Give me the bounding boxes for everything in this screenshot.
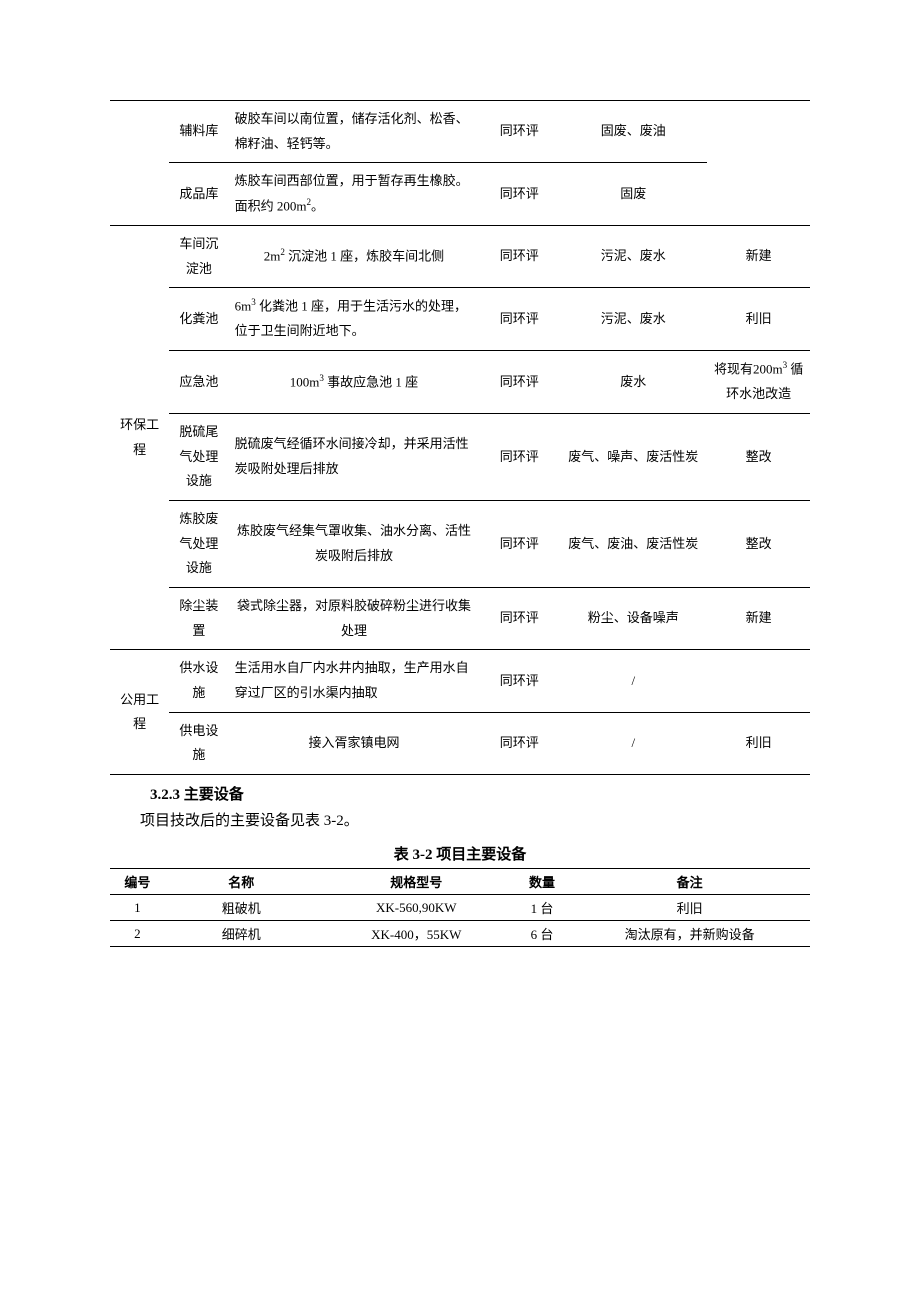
spec-cell: XK-560,90KW [318, 895, 515, 921]
table-row: 脱硫尾气处理设施脱硫废气经循环水间接冷却，并采用活性炭吸附处理后排放同环评废气、… [110, 413, 810, 500]
impact-cell: / [559, 650, 707, 712]
impact-cell: / [559, 712, 707, 774]
subcategory-cell: 除尘装置 [169, 587, 228, 649]
subcategory-cell: 供电设施 [169, 712, 228, 774]
impact-cell: 废水 [559, 351, 707, 414]
subcategory-cell: 成品库 [169, 163, 228, 226]
subcategory-cell: 供水设施 [169, 650, 228, 712]
note-cell [707, 650, 810, 712]
col-header-no: 编号 [110, 869, 165, 895]
eia-cell: 同环评 [479, 226, 559, 288]
spec-cell: XK-400，55KW [318, 921, 515, 947]
table-row: 公用工程供水设施生活用水自厂内水井内抽取，生产用水自穿过厂区的引水渠内抽取同环评… [110, 650, 810, 712]
note-cell: 新建 [707, 226, 810, 288]
description-cell: 2m2 沉淀池 1 座，炼胶车间北侧 [229, 226, 480, 288]
description-cell: 接入胥家镇电网 [229, 712, 480, 774]
table-row: 除尘装置袋式除尘器，对原料胶破碎粉尘进行收集处理同环评粉尘、设备噪声新建 [110, 587, 810, 649]
impact-cell: 固废、废油 [559, 101, 707, 163]
category-cell: 环保工程 [110, 226, 169, 650]
description-cell: 炼胶车间西部位置，用于暂存再生橡胶。面积约 200m2。 [229, 163, 480, 226]
section-body-text: 项目技改后的主要设备见表 3-2。 [110, 808, 810, 835]
section-heading: 3.2.3 主要设备 [150, 783, 810, 804]
eia-cell: 同环评 [479, 163, 559, 226]
impact-cell: 固废 [559, 163, 707, 226]
table-row: 环保工程车间沉淀池2m2 沉淀池 1 座，炼胶车间北侧同环评污泥、废水新建 [110, 226, 810, 288]
qty-cell: 6 台 [515, 921, 570, 947]
name-cell: 粗破机 [165, 895, 318, 921]
note-cell: 利旧 [707, 712, 810, 774]
note-cell: 整改 [707, 500, 810, 587]
impact-cell: 废气、噪声、废活性炭 [559, 413, 707, 500]
eia-cell: 同环评 [479, 650, 559, 712]
table-row: 化粪池6m3 化粪池 1 座，用于生活污水的处理，位于卫生间附近地下。同环评污泥… [110, 288, 810, 351]
eia-cell: 同环评 [479, 101, 559, 163]
impact-cell: 污泥、废水 [559, 226, 707, 288]
table-row: 供电设施接入胥家镇电网同环评/利旧 [110, 712, 810, 774]
subcategory-cell: 辅料库 [169, 101, 228, 163]
category-cell: 公用工程 [110, 650, 169, 775]
category-cell [110, 101, 169, 226]
document-page: 辅料库破胶车间以南位置，储存活化剂、松香、棉籽油、轻钙等。同环评固废、废油成品库… [0, 0, 920, 1027]
col-header-qty: 数量 [515, 869, 570, 895]
subcategory-cell: 炼胶废气处理设施 [169, 500, 228, 587]
table-caption: 表 3-2 项目主要设备 [110, 843, 810, 864]
eia-cell: 同环评 [479, 413, 559, 500]
table-row: 2细碎机XK-400，55KW6 台淘汰原有，并新购设备 [110, 921, 810, 947]
description-cell: 袋式除尘器，对原料胶破碎粉尘进行收集处理 [229, 587, 480, 649]
note-cell: 新建 [707, 587, 810, 649]
impact-cell: 污泥、废水 [559, 288, 707, 351]
table-row: 炼胶废气处理设施炼胶废气经集气罩收集、油水分离、活性炭吸附后排放同环评废气、废油… [110, 500, 810, 587]
description-cell: 脱硫废气经循环水间接冷却，并采用活性炭吸附处理后排放 [229, 413, 480, 500]
subcategory-cell: 车间沉淀池 [169, 226, 228, 288]
description-cell: 破胶车间以南位置，储存活化剂、松香、棉籽油、轻钙等。 [229, 101, 480, 163]
description-cell: 100m3 事故应急池 1 座 [229, 351, 480, 414]
col-header-name: 名称 [165, 869, 318, 895]
eia-cell: 同环评 [479, 587, 559, 649]
no-cell: 2 [110, 921, 165, 947]
impact-cell: 粉尘、设备噪声 [559, 587, 707, 649]
no-cell: 1 [110, 895, 165, 921]
eia-cell: 同环评 [479, 351, 559, 414]
description-cell: 炼胶废气经集气罩收集、油水分离、活性炭吸附后排放 [229, 500, 480, 587]
impact-cell: 废气、废油、废活性炭 [559, 500, 707, 587]
subcategory-cell: 脱硫尾气处理设施 [169, 413, 228, 500]
engineering-table: 辅料库破胶车间以南位置，储存活化剂、松香、棉籽油、轻钙等。同环评固废、废油成品库… [110, 100, 810, 775]
note-cell: 利旧 [707, 288, 810, 351]
table-row: 辅料库破胶车间以南位置，储存活化剂、松香、棉籽油、轻钙等。同环评固废、废油 [110, 101, 810, 163]
note-cell: 将现有200m3 循环水池改造 [707, 351, 810, 414]
note-cell: 整改 [707, 413, 810, 500]
description-cell: 6m3 化粪池 1 座，用于生活污水的处理，位于卫生间附近地下。 [229, 288, 480, 351]
table-row: 1粗破机XK-560,90KW1 台利旧 [110, 895, 810, 921]
note-cell: 利旧 [569, 895, 810, 921]
eia-cell: 同环评 [479, 500, 559, 587]
subcategory-cell: 化粪池 [169, 288, 228, 351]
table-row: 应急池100m3 事故应急池 1 座同环评废水将现有200m3 循环水池改造 [110, 351, 810, 414]
subcategory-cell: 应急池 [169, 351, 228, 414]
eia-cell: 同环评 [479, 712, 559, 774]
note-cell: 淘汰原有，并新购设备 [569, 921, 810, 947]
table-row: 成品库炼胶车间西部位置，用于暂存再生橡胶。面积约 200m2。同环评固废 [110, 163, 810, 226]
eia-cell: 同环评 [479, 288, 559, 351]
description-cell: 生活用水自厂内水井内抽取，生产用水自穿过厂区的引水渠内抽取 [229, 650, 480, 712]
col-header-note: 备注 [569, 869, 810, 895]
note-cell [707, 101, 810, 226]
col-header-spec: 规格型号 [318, 869, 515, 895]
qty-cell: 1 台 [515, 895, 570, 921]
table-header-row: 编号 名称 规格型号 数量 备注 [110, 869, 810, 895]
name-cell: 细碎机 [165, 921, 318, 947]
equipment-table: 编号 名称 规格型号 数量 备注 1粗破机XK-560,90KW1 台利旧2细碎… [110, 868, 810, 947]
